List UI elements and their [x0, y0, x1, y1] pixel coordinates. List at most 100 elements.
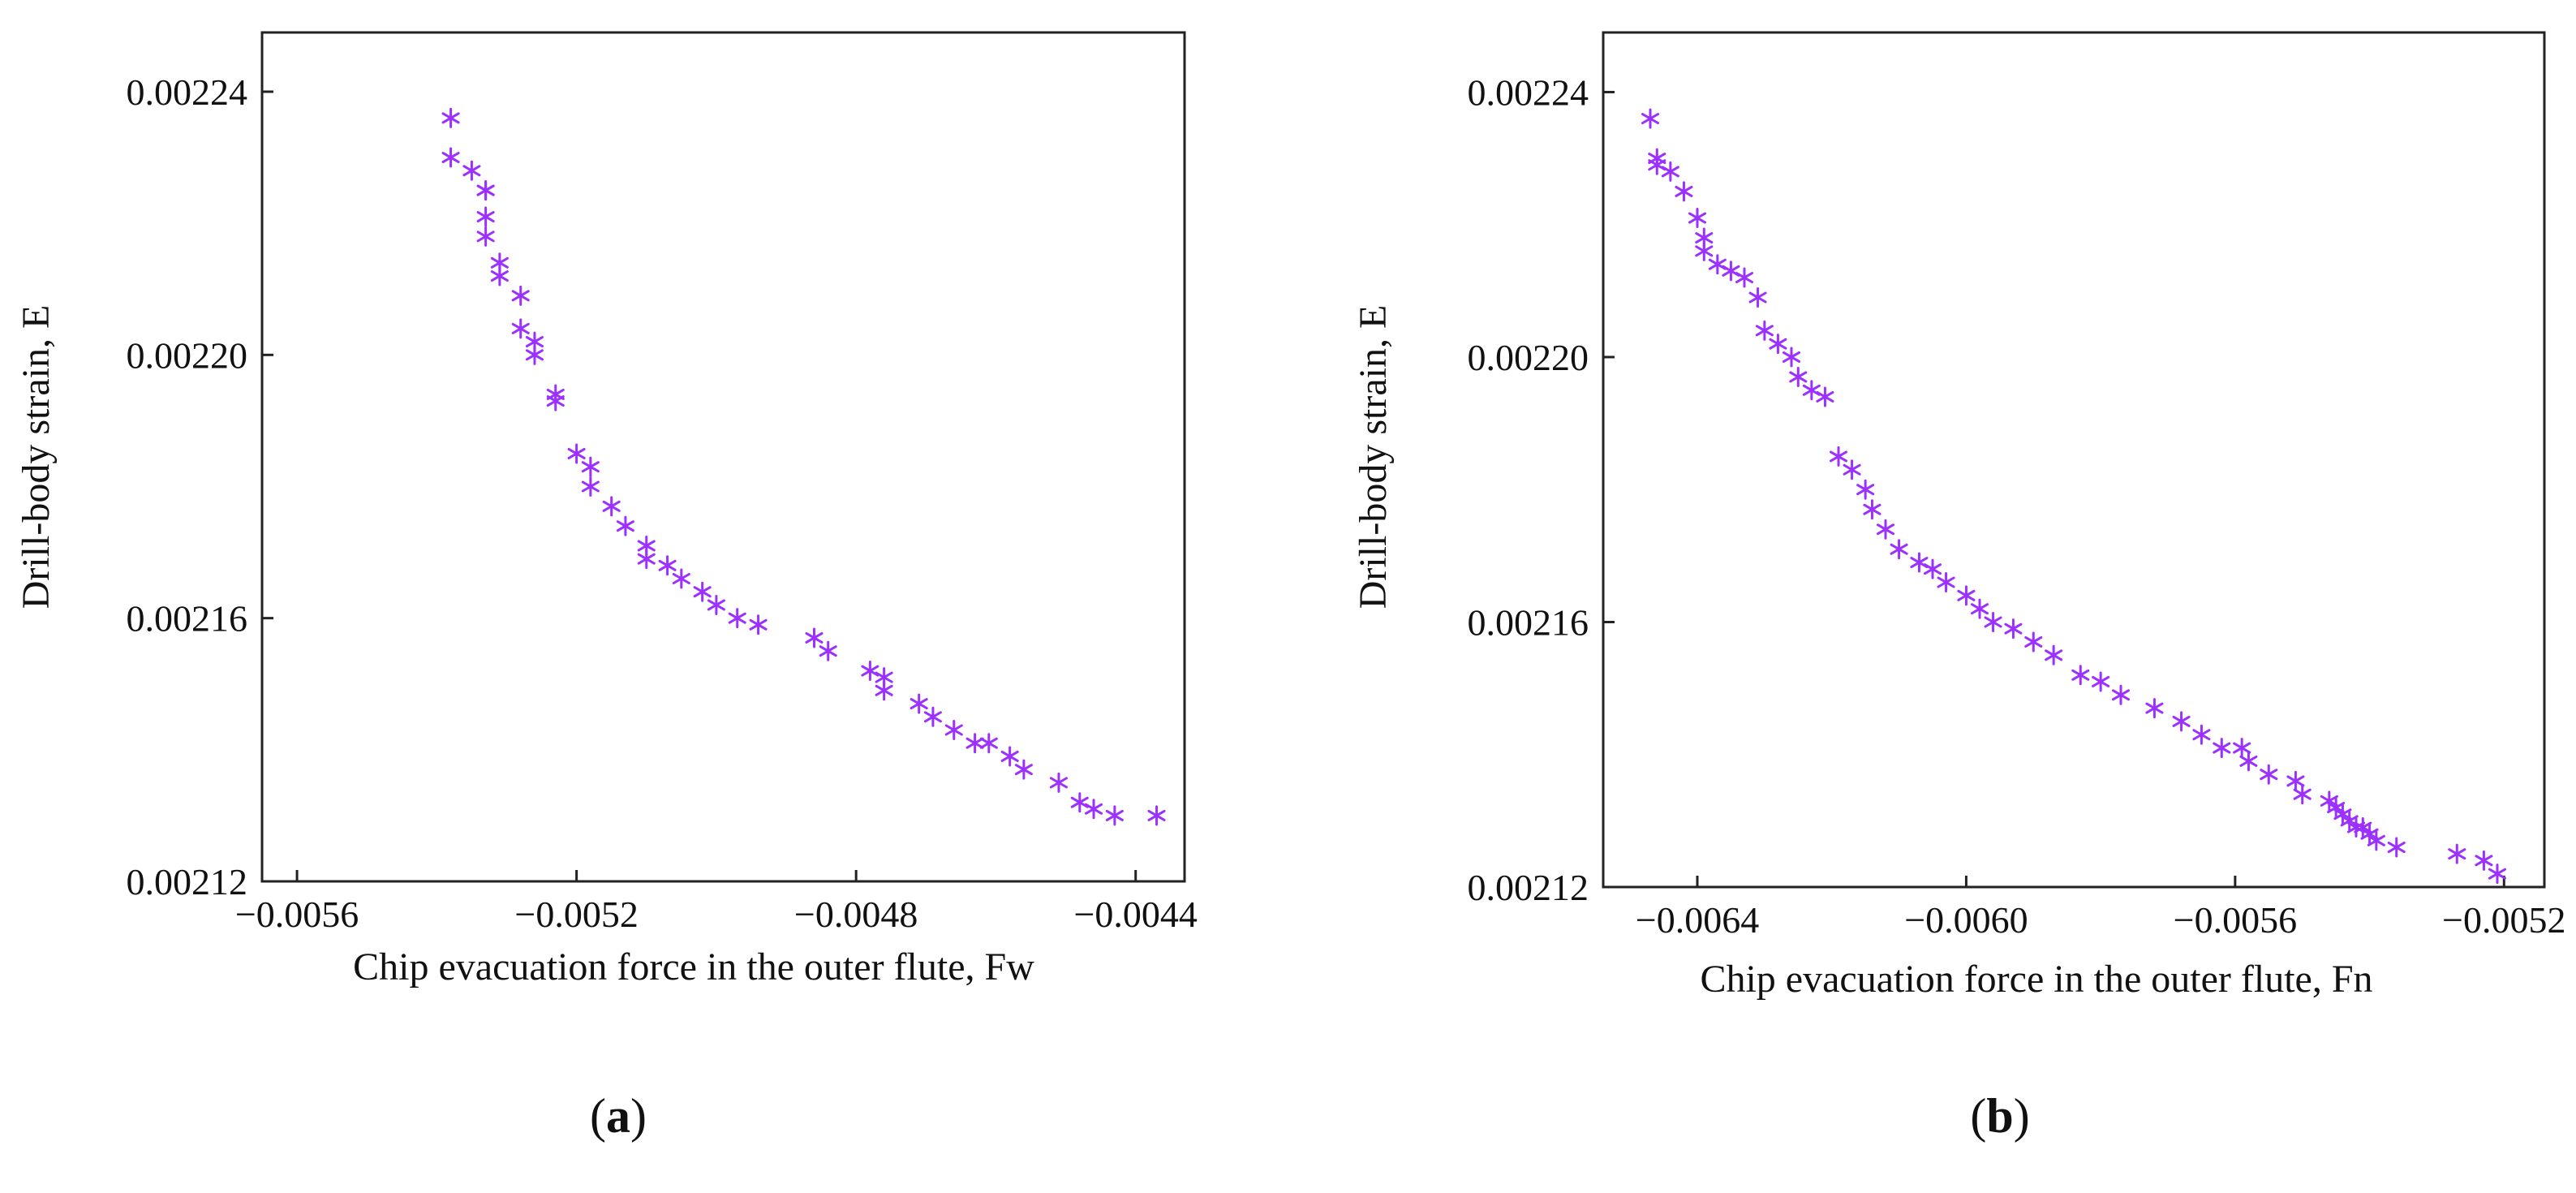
data-point — [944, 720, 963, 741]
data-point — [1708, 254, 1727, 275]
data-point — [1000, 746, 1019, 767]
data-point — [805, 627, 824, 648]
data-point — [749, 614, 768, 635]
data-point — [2360, 824, 2379, 845]
data-point — [581, 456, 600, 477]
data-point — [602, 496, 621, 517]
data-point — [1105, 805, 1124, 826]
data-point — [2045, 644, 2063, 665]
panel-label-close: ) — [630, 1089, 647, 1143]
panel-label-open: ( — [1970, 1089, 1986, 1143]
data-point — [1661, 161, 1679, 182]
data-point — [2192, 724, 2211, 745]
data-point — [637, 549, 656, 570]
data-point — [2024, 631, 2043, 652]
data-point — [1890, 539, 1908, 560]
data-point — [476, 180, 495, 201]
plot-frame — [1602, 31, 2546, 889]
panel-label-open: ( — [590, 1089, 606, 1143]
data-point — [1769, 334, 1787, 355]
x-tick-marks — [1696, 876, 2505, 887]
data-point — [2286, 770, 2305, 791]
data-point — [875, 667, 893, 688]
data-point — [1789, 366, 1808, 387]
data-point — [1910, 552, 1929, 573]
data-point — [1049, 772, 1068, 793]
data-point — [1829, 446, 1848, 467]
y-axis-label: Drill-body strain, E — [15, 305, 58, 609]
data-point — [2071, 665, 2090, 686]
panel-label-a: (a) — [590, 1089, 647, 1143]
x-tick-label: −0.0056 — [2174, 899, 2297, 941]
data-point — [441, 147, 460, 168]
x-tick-label: −0.0064 — [1636, 899, 1759, 941]
y-tick-marks — [1603, 90, 1615, 889]
panel-label-b: (b) — [1970, 1089, 2029, 1143]
data-point — [923, 706, 942, 727]
data-point — [476, 226, 495, 247]
x-tick-label: −0.0048 — [794, 894, 918, 935]
data-point — [819, 640, 837, 661]
data-point — [546, 390, 565, 411]
data-point — [1084, 799, 1103, 820]
data-point — [2233, 738, 2251, 759]
data-point — [511, 318, 530, 339]
data-point — [2354, 817, 2372, 838]
data-point — [1748, 287, 1767, 308]
data-point — [1923, 558, 1942, 579]
data-point — [1735, 267, 1754, 288]
data-point — [1816, 386, 1834, 407]
data-point — [1876, 519, 1895, 540]
panel-label-letter: a — [606, 1089, 630, 1143]
plot-frame — [260, 31, 1186, 883]
data-point — [2448, 843, 2466, 864]
data-point — [490, 265, 509, 286]
data-point — [1070, 792, 1089, 813]
data-point — [979, 733, 998, 754]
data-point — [2293, 784, 2312, 805]
data-point — [1843, 459, 1861, 480]
data-point — [2367, 830, 2385, 851]
data-point — [2488, 864, 2507, 885]
data-point — [1722, 261, 1740, 282]
data-point — [861, 661, 879, 682]
data-point — [1802, 380, 1821, 401]
data-point — [567, 443, 586, 464]
data-point — [965, 733, 984, 754]
y-tick-label: 0.00212 — [127, 861, 248, 902]
data-point — [1641, 108, 1660, 129]
data-point — [2387, 837, 2406, 858]
data-point — [1688, 208, 1707, 229]
data-point — [2004, 618, 2023, 640]
data-point — [2320, 790, 2338, 812]
y-tick-label: 0.00212 — [1468, 867, 1589, 908]
data-point — [910, 693, 928, 714]
data-point — [441, 107, 460, 128]
data-point — [1856, 479, 1875, 500]
data-point — [2260, 764, 2278, 785]
data-point — [658, 555, 677, 576]
x-tick-label: −0.0052 — [2442, 899, 2565, 941]
data-point — [693, 581, 712, 602]
data-point — [1675, 181, 1693, 202]
data-point — [728, 608, 746, 629]
data-point — [581, 476, 600, 497]
data-point — [2092, 671, 2110, 692]
data-point — [1984, 611, 2002, 632]
y-tick-label: 0.00216 — [127, 598, 248, 640]
x-tick-marks — [295, 870, 1137, 881]
y-tick-marks — [262, 90, 273, 883]
data-points — [1641, 108, 2507, 885]
data-point — [2145, 698, 2164, 719]
data-point — [2333, 803, 2352, 825]
y-tick-label: 0.00216 — [1468, 601, 1589, 643]
data-point — [2111, 684, 2131, 705]
panel-label-letter: b — [1986, 1089, 2013, 1143]
y-tick-label: 0.00220 — [1468, 337, 1589, 378]
panel-label-close: ) — [2014, 1089, 2030, 1143]
x-tick-label: −0.0052 — [514, 894, 638, 935]
data-point — [462, 160, 481, 181]
data-point — [1695, 240, 1714, 261]
y-tick-label: 0.00224 — [127, 71, 248, 113]
